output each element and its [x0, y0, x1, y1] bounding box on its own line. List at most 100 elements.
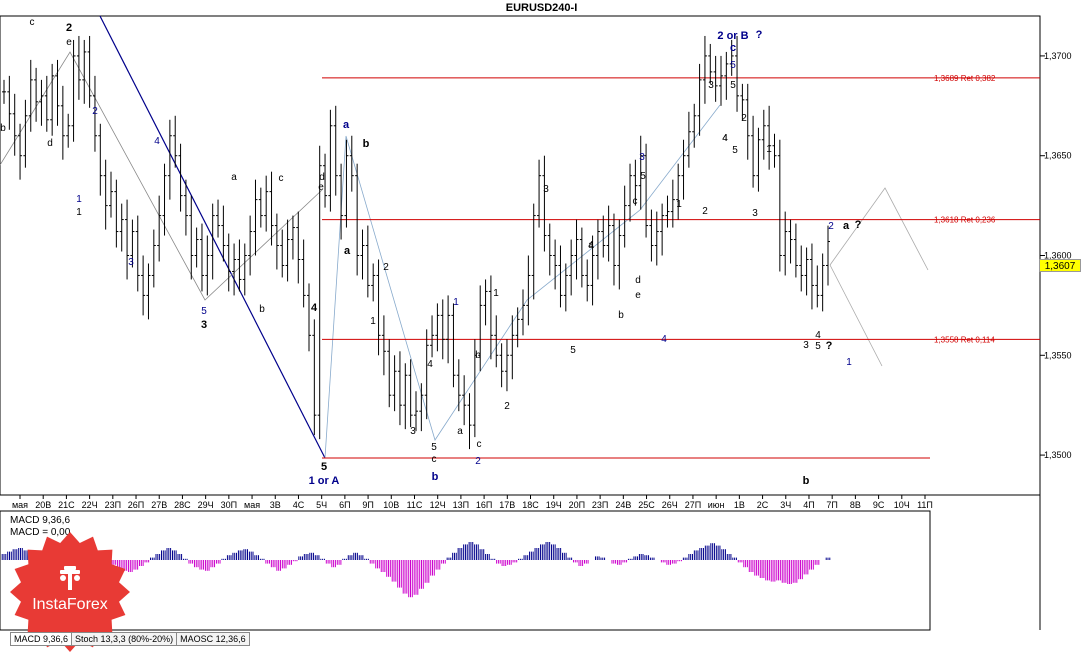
time-label: 2С — [757, 500, 769, 510]
time-label: 11С — [407, 500, 423, 510]
logo-badge-icon — [10, 532, 130, 652]
time-label: 27П — [685, 500, 701, 510]
tab-maosc[interactable]: MAOSC 12,36,6 — [176, 632, 250, 646]
wave-label: 2 — [504, 401, 510, 412]
wave-label: c — [730, 42, 736, 54]
fib-label: 1,3689 Ret 0,382 — [934, 74, 996, 83]
wave-label: 5 — [321, 461, 327, 473]
wave-label: 5 — [431, 442, 437, 453]
wave-label: 1 — [76, 194, 82, 205]
chart-title: EURUSD240-I — [505, 2, 578, 14]
wave-label: b — [363, 138, 370, 150]
time-label: 24В — [615, 500, 631, 510]
time-label: июн — [708, 500, 725, 510]
wave-label: 2 — [66, 22, 72, 34]
price-label: 1,3600 — [1044, 251, 1072, 261]
wave-label: 3 or C — [0, 0, 16, 3]
time-label: 20В — [35, 500, 51, 510]
time-axis-labels: мая 20В 21С 22Ч 23П 26П 27В 28С 29Ч 30П мая 3В 4С 5Ч 6… — [12, 495, 933, 510]
wave-label: 5 — [730, 80, 736, 91]
wave-label: 5 — [640, 171, 646, 182]
price-label: 1,3650 — [1044, 151, 1072, 161]
time-label: 25С — [638, 500, 655, 510]
wave-label: 3 — [803, 340, 809, 351]
fib-levels: 1,3689 Ret 0,382 1,3618 Ret 0,236 1,3558 R… — [322, 74, 1040, 459]
time-label: 1В — [734, 500, 745, 510]
wave-label: c — [30, 17, 35, 28]
time-label: 21С — [58, 500, 75, 510]
time-label: 26П — [128, 500, 144, 510]
wave-label: 1 — [370, 316, 376, 327]
time-label: 26Ч — [662, 500, 678, 510]
wave-label: 5 — [201, 306, 207, 317]
wave-label: 2 — [828, 221, 834, 232]
tab-stoch[interactable]: Stoch 13,3,3 (80%-20%) — [71, 632, 178, 646]
wave-label: e — [318, 182, 324, 193]
wave-label: 3 — [128, 257, 134, 268]
wave-label: 2 — [702, 206, 708, 217]
time-label: 5Ч — [316, 500, 327, 510]
wave-label: 2 — [741, 113, 747, 124]
wave-label: ? — [0, 0, 4, 3]
time-label: 28С — [174, 500, 191, 510]
wave-label: 5 — [730, 60, 736, 71]
time-label: 9С — [873, 500, 885, 510]
time-label: 10В — [383, 500, 399, 510]
time-label: 4С — [293, 500, 305, 510]
time-label: мая — [244, 500, 260, 510]
wave-label: a — [457, 426, 463, 437]
wave-label: b — [432, 471, 439, 483]
macd-value: MACD = 0,00 — [10, 527, 71, 538]
time-label: 13П — [453, 500, 469, 510]
time-label: 11П — [917, 500, 933, 510]
wave-label: a — [231, 172, 237, 183]
forecast-up — [829, 187, 929, 271]
wave-label: ? — [826, 340, 833, 352]
price-axis-labels: 1,3700 1,3650 1,3600 1,3550 1,3500 — [1040, 51, 1072, 460]
time-label: 10Ч — [894, 500, 910, 510]
time-label: 27В — [151, 500, 167, 510]
price-label: 1,3500 — [1044, 450, 1072, 460]
wave-label: 2 or B — [717, 30, 748, 42]
time-label: 9П — [362, 500, 373, 510]
time-label: 16П — [476, 500, 492, 510]
wave-label: c — [432, 454, 437, 465]
wave-label: 1 — [453, 297, 459, 308]
wave-label: 4 — [722, 133, 728, 144]
current-price-tag: 1,3607 — [1039, 259, 1081, 272]
wave-label: 3 — [639, 152, 645, 163]
wave-label: 4 — [722, 133, 728, 144]
macd-histogram — [1, 542, 831, 598]
wave-label: b — [259, 304, 265, 315]
indicator-tabs: MACD 9,36,6 Stoch 13,3,3 (80%-20%) MAOSC… — [10, 632, 250, 646]
wave-label: 3 — [543, 184, 549, 195]
main-plot-frame — [0, 15, 1041, 496]
wave-label: ? — [855, 219, 862, 231]
wave-label: 5 — [570, 345, 576, 356]
wave-label: 1 — [846, 357, 852, 368]
wave-label: 4 — [154, 136, 160, 147]
wave-label: c — [477, 439, 482, 450]
fib-label: 1,3618 Ret 0,236 — [934, 216, 996, 225]
time-label: 23П — [592, 500, 608, 510]
wave-label: d — [635, 275, 641, 286]
time-label: мая — [12, 500, 28, 510]
wave-label: 2 — [475, 456, 481, 467]
wave-label: 3 — [708, 80, 714, 91]
wave-label: e — [66, 37, 72, 48]
wave-label: b — [0, 123, 6, 134]
wave-label: b — [475, 350, 481, 361]
wave-label: 4 — [588, 240, 594, 251]
time-label: 19Ч — [546, 500, 562, 510]
wave-label: 1 — [76, 207, 82, 218]
time-label: 18С — [522, 500, 539, 510]
tab-macd[interactable]: MACD 9,36,6 — [10, 632, 73, 646]
time-label: 30П — [221, 500, 237, 510]
wave-label: 5 — [732, 145, 738, 156]
wave-label: d — [47, 138, 53, 149]
time-label: 12Ч — [430, 500, 446, 510]
fib-label: 1,3558 Ret 0,114 — [934, 335, 995, 344]
time-label: 8В — [850, 500, 861, 510]
